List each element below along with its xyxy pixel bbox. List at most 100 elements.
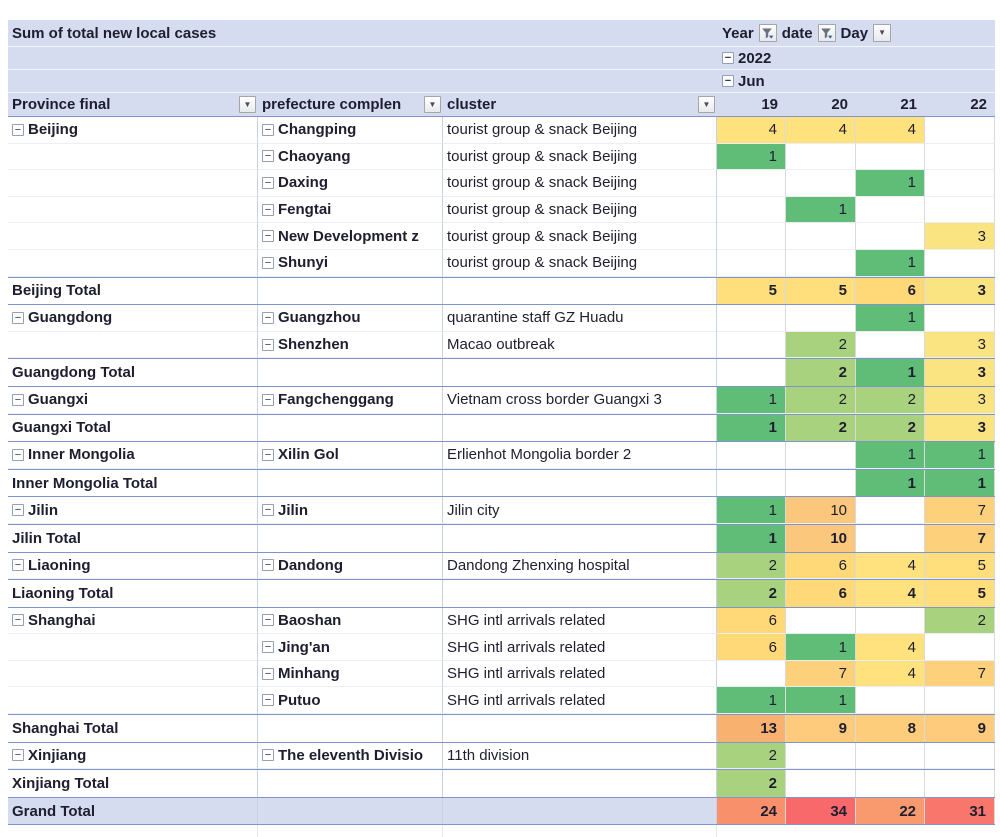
day-column-header[interactable]: 20 <box>831 96 848 113</box>
value-cell[interactable] <box>925 196 995 224</box>
value-cell[interactable] <box>717 660 786 688</box>
prefecture-cell[interactable]: − Fangchenggang <box>258 386 443 414</box>
value-cell[interactable]: 1 <box>786 687 856 715</box>
value-cell[interactable] <box>786 770 856 797</box>
province-cell[interactable] <box>8 223 258 250</box>
prefecture-cell[interactable] <box>258 359 443 386</box>
year-filter-button[interactable] <box>758 24 777 42</box>
value-cell[interactable] <box>925 249 995 277</box>
value-cell[interactable]: 10 <box>786 524 856 552</box>
value-cell[interactable]: 9 <box>786 715 856 742</box>
day-column-header[interactable]: 22 <box>970 96 987 113</box>
value-cell[interactable]: 5 <box>925 580 995 607</box>
value-cell[interactable] <box>856 524 925 552</box>
value-cell[interactable]: 2 <box>856 414 925 442</box>
value-cell[interactable]: 1 <box>856 469 925 497</box>
value-cell[interactable]: 2 <box>786 331 856 359</box>
value-cell[interactable]: 4 <box>856 117 925 144</box>
value-cell[interactable] <box>786 442 856 469</box>
value-cell[interactable]: 7 <box>925 524 995 552</box>
collapse-prefecture-button[interactable]: − <box>262 203 274 216</box>
value-cell[interactable]: 1 <box>925 469 995 497</box>
province-cell[interactable] <box>8 634 258 661</box>
value-cell[interactable] <box>786 742 856 770</box>
value-cell[interactable]: 24 <box>717 797 786 825</box>
province-cell[interactable]: Liaoning Total <box>8 580 258 607</box>
value-cell[interactable] <box>786 223 856 250</box>
cluster-cell[interactable]: 11th division <box>443 742 717 770</box>
province-cell[interactable]: Guangdong Total <box>8 359 258 386</box>
cluster-cell[interactable] <box>443 359 717 386</box>
value-cell[interactable]: 1 <box>856 249 925 277</box>
day-column-header[interactable]: 19 <box>761 96 778 113</box>
value-cell[interactable]: 7 <box>925 497 995 524</box>
value-cell[interactable] <box>856 143 925 171</box>
prefecture-cell[interactable]: − Changping <box>258 117 443 144</box>
value-cell[interactable] <box>786 469 856 497</box>
value-cell[interactable] <box>856 497 925 524</box>
cluster-cell[interactable]: tourist group & snack Beijing <box>443 117 717 144</box>
province-cell[interactable]: − Liaoning <box>8 552 258 580</box>
collapse-prefecture-button[interactable]: − <box>262 393 274 406</box>
cluster-cell[interactable]: SHG intl arrivals related <box>443 607 717 635</box>
prefecture-cell[interactable]: − Guangzhou <box>258 305 443 332</box>
prefecture-column-header[interactable]: prefecture complen ▼ <box>258 93 443 116</box>
value-cell[interactable]: 2 <box>925 607 995 635</box>
province-cell[interactable]: Xinjiang Total <box>8 770 258 797</box>
prefecture-cell[interactable]: − Jing'an <box>258 634 443 661</box>
day-column-header[interactable]: 21 <box>900 96 917 113</box>
collapse-prefecture-button[interactable]: − <box>262 123 274 136</box>
value-cell[interactable]: 1 <box>856 305 925 332</box>
value-cell[interactable] <box>786 249 856 277</box>
value-cell[interactable]: 6 <box>717 634 786 661</box>
value-cell[interactable] <box>717 223 786 250</box>
collapse-prefecture-button[interactable]: − <box>262 338 274 351</box>
cluster-cell[interactable] <box>443 797 717 825</box>
province-cell[interactable] <box>8 687 258 715</box>
value-cell[interactable] <box>717 442 786 469</box>
value-cell[interactable]: 1 <box>856 170 925 197</box>
value-cell[interactable] <box>786 305 856 332</box>
value-cell[interactable] <box>856 223 925 250</box>
cluster-cell[interactable]: Jilin city <box>443 497 717 524</box>
collapse-prefecture-button[interactable]: − <box>262 150 274 163</box>
value-cell[interactable] <box>786 607 856 635</box>
value-cell[interactable]: 34 <box>786 797 856 825</box>
collapse-prefecture-button[interactable]: − <box>262 694 274 707</box>
prefecture-cell[interactable]: − Chaoyang <box>258 143 443 171</box>
value-cell[interactable] <box>856 607 925 635</box>
cluster-cell[interactable]: SHG intl arrivals related <box>443 634 717 661</box>
collapse-prefecture-button[interactable]: − <box>262 176 274 189</box>
value-cell[interactable] <box>717 305 786 332</box>
collapse-prefecture-button[interactable]: − <box>262 749 274 762</box>
value-cell[interactable]: 3 <box>925 277 995 305</box>
value-cell[interactable] <box>717 359 786 386</box>
value-cell[interactable]: 6 <box>717 607 786 635</box>
collapse-prefecture-button[interactable]: − <box>262 667 274 680</box>
cluster-cell[interactable] <box>443 715 717 742</box>
collapse-prefecture-button[interactable]: − <box>262 311 274 324</box>
value-cell[interactable]: 2 <box>717 770 786 797</box>
collapse-prefecture-button[interactable]: − <box>262 559 274 572</box>
cluster-cell[interactable] <box>443 580 717 607</box>
prefecture-cell[interactable]: − Minhang <box>258 660 443 688</box>
day-dropdown-button[interactable]: ▼ <box>873 24 892 42</box>
prefecture-cell[interactable]: − Jilin <box>258 497 443 524</box>
province-cell[interactable]: − Beijing <box>8 117 258 144</box>
collapse-province-button[interactable]: − <box>12 311 24 324</box>
collapse-province-button[interactable]: − <box>12 749 24 762</box>
province-column-header[interactable]: Province final ▼ <box>8 93 258 116</box>
prefecture-cell[interactable] <box>258 469 443 497</box>
prefecture-cell[interactable] <box>258 277 443 305</box>
collapse-province-button[interactable]: − <box>12 123 24 136</box>
value-cell[interactable]: 1 <box>925 442 995 469</box>
cluster-column-header[interactable]: cluster ▼ <box>443 93 717 116</box>
prefecture-cell[interactable]: − The eleventh Divisio <box>258 742 443 770</box>
prefecture-dropdown-button[interactable]: ▼ <box>424 96 441 113</box>
value-cell[interactable] <box>717 469 786 497</box>
value-cell[interactable]: 4 <box>856 580 925 607</box>
province-cell[interactable]: Shanghai Total <box>8 715 258 742</box>
prefecture-cell[interactable] <box>258 524 443 552</box>
cluster-cell[interactable]: Vietnam cross border Guangxi 3 <box>443 386 717 414</box>
province-cell[interactable] <box>8 196 258 224</box>
